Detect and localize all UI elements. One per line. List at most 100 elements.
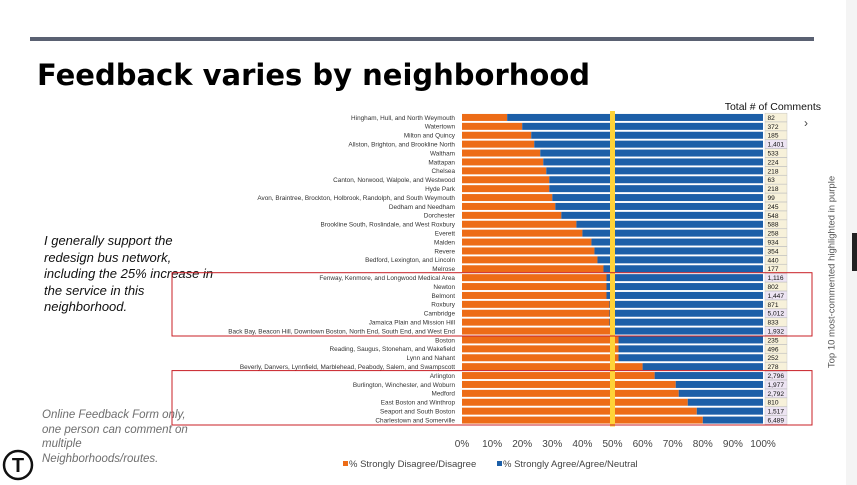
count-cell (764, 166, 788, 176)
count-value: 810 (768, 400, 779, 407)
count-value: 1,447 (768, 293, 785, 300)
count-cell (764, 308, 788, 318)
edge-handle (852, 233, 857, 271)
count-value: 63 (768, 177, 776, 184)
bar-disagree (462, 354, 619, 362)
count-cell (764, 121, 788, 131)
count-cell (764, 299, 788, 309)
count-value: 6,489 (768, 417, 785, 424)
x-tick-label: 20% (512, 439, 532, 450)
category-label: Charlestown and Somerville (375, 417, 455, 424)
count-cell (764, 273, 788, 283)
count-value: 1,932 (768, 328, 785, 335)
category-label: Cambridge (424, 311, 456, 318)
category-label: Hyde Park (425, 186, 456, 193)
bar-agree (618, 336, 763, 344)
count-value: 1,116 (768, 275, 784, 282)
count-value: 354 (768, 248, 779, 255)
bar-agree (609, 318, 763, 326)
count-value: 372 (768, 124, 779, 131)
count-value: 245 (768, 204, 779, 211)
side-label: Top 10 most-commented highlighted in pur… (826, 175, 838, 369)
count-value: 533 (768, 150, 779, 157)
count-cell (764, 344, 788, 354)
bar-agree (549, 185, 763, 193)
bar-agree (540, 149, 763, 157)
logo-letter: T (12, 455, 24, 477)
count-cell (764, 139, 788, 149)
count-value: 99 (768, 195, 776, 202)
count-cell (764, 184, 788, 194)
bar-disagree (462, 122, 523, 130)
count-cell (764, 290, 788, 300)
count-cell (764, 157, 788, 167)
bar-disagree (462, 372, 655, 380)
category-label: Jamaica Plain and Mission Hill (369, 319, 455, 326)
category-label: Melrose (432, 266, 455, 273)
count-cell (764, 282, 788, 292)
category-label: Belmont (432, 293, 456, 300)
x-tick-label: 100% (750, 439, 776, 450)
bar-agree (546, 167, 763, 175)
bar-disagree (462, 291, 607, 299)
bar-disagree (462, 416, 703, 424)
x-tick-label: 60% (633, 439, 653, 450)
reference-line-50 (610, 111, 615, 427)
bar-agree (654, 372, 763, 380)
category-label: Roxbury (431, 302, 456, 309)
category-label: Dedham and Needham (389, 204, 455, 211)
category-label: Burlington, Winchester, and Woburn (353, 382, 456, 389)
count-cell (764, 397, 788, 407)
window-edge (846, 0, 857, 485)
bar-agree (618, 345, 763, 353)
category-label: Beverly, Danvers, Lynnfield, Marblehead,… (240, 364, 455, 371)
count-cell (764, 326, 788, 336)
count-cell (764, 246, 788, 256)
category-label: Reading, Saugus, Stoneham, and Wakefield (329, 346, 455, 353)
bar-disagree (462, 256, 598, 264)
count-value: 548 (768, 213, 779, 220)
bar-disagree (462, 140, 535, 148)
bar-agree (594, 247, 763, 255)
bar-disagree (462, 274, 607, 282)
bar-disagree (462, 194, 553, 202)
count-value: 1,401 (768, 142, 785, 149)
bar-disagree (462, 345, 619, 353)
x-tick-label: 50% (602, 439, 622, 450)
bar-disagree (462, 185, 550, 193)
count-value: 802 (768, 284, 779, 291)
bar-disagree (462, 318, 610, 326)
count-value: 588 (768, 222, 779, 229)
category-label: Waltham (430, 150, 455, 157)
x-tick-label: 90% (723, 439, 743, 450)
count-cell (764, 148, 788, 158)
survey-question: I generally support the redesign bus net… (44, 233, 214, 314)
bar-disagree (462, 176, 550, 184)
category-label: Mattapan (428, 159, 455, 166)
bar-agree (534, 140, 763, 148)
count-value: 82 (768, 115, 776, 122)
bar-disagree (462, 247, 595, 255)
bar-disagree (462, 149, 541, 157)
count-value: 496 (768, 346, 779, 353)
category-label: Arlington (430, 373, 456, 380)
count-cell (764, 379, 788, 389)
bar-agree (606, 274, 763, 282)
x-tick-label: 10% (482, 439, 502, 450)
bar-agree (678, 389, 763, 397)
bar-agree (549, 176, 763, 184)
count-value: 235 (768, 337, 779, 344)
count-value: 218 (768, 168, 779, 175)
bar-disagree (462, 229, 583, 237)
bar-agree (702, 416, 763, 424)
bar-agree (609, 300, 763, 308)
category-label: Dorchester (424, 213, 456, 220)
count-cell (764, 201, 788, 211)
count-value: 224 (768, 159, 779, 166)
count-value: 934 (768, 239, 779, 246)
counts-header: Total # of Comments (725, 101, 821, 113)
count-cell (764, 175, 788, 185)
chevron-right-icon[interactable]: › (804, 116, 808, 130)
count-cell (764, 317, 788, 327)
bar-disagree (462, 167, 547, 175)
